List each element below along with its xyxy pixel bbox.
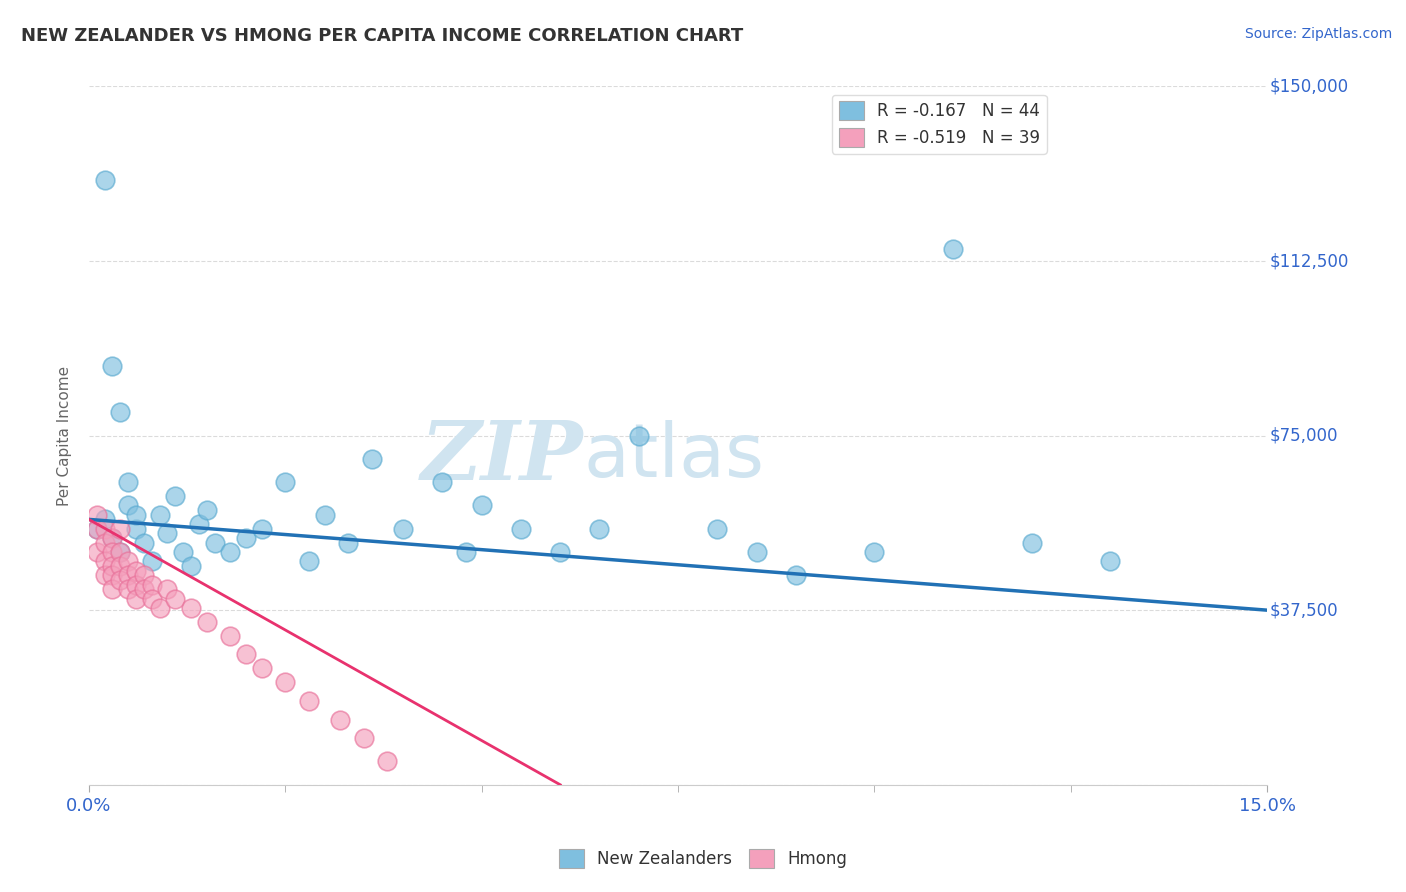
- Point: [93, 512, 115, 526]
- Point: [125, 591, 148, 606]
- Point: [1021, 535, 1043, 549]
- Point: [148, 508, 170, 522]
- Point: [132, 535, 155, 549]
- Point: [706, 522, 728, 536]
- Point: [219, 545, 242, 559]
- Point: [125, 522, 148, 536]
- Point: [156, 526, 179, 541]
- Text: ZIP: ZIP: [422, 417, 583, 497]
- Point: [110, 573, 132, 587]
- Point: [86, 522, 108, 536]
- Point: [235, 648, 257, 662]
- Point: [250, 522, 273, 536]
- Text: $112,500: $112,500: [1270, 252, 1348, 270]
- Point: [93, 554, 115, 568]
- Point: [274, 475, 297, 490]
- Point: [337, 535, 360, 549]
- Point: [353, 731, 375, 746]
- Legend: New Zealanders, Hmong: New Zealanders, Hmong: [553, 843, 853, 875]
- Point: [101, 359, 124, 373]
- Text: Source: ZipAtlas.com: Source: ZipAtlas.com: [1244, 27, 1392, 41]
- Point: [141, 591, 163, 606]
- Point: [86, 545, 108, 559]
- Point: [93, 535, 115, 549]
- Point: [132, 568, 155, 582]
- Point: [180, 558, 202, 573]
- Point: [125, 577, 148, 591]
- Point: [165, 591, 187, 606]
- Point: [93, 568, 115, 582]
- Point: [314, 508, 336, 522]
- Point: [110, 522, 132, 536]
- Point: [588, 522, 610, 536]
- Point: [132, 582, 155, 597]
- Point: [101, 582, 124, 597]
- Point: [101, 531, 124, 545]
- Point: [454, 545, 477, 559]
- Point: [392, 522, 415, 536]
- Point: [93, 522, 115, 536]
- Point: [235, 531, 257, 545]
- Point: [548, 545, 571, 559]
- Point: [148, 600, 170, 615]
- Point: [471, 499, 494, 513]
- Text: $75,000: $75,000: [1270, 426, 1339, 444]
- Point: [180, 600, 202, 615]
- Point: [141, 577, 163, 591]
- Point: [274, 675, 297, 690]
- Point: [141, 554, 163, 568]
- Point: [101, 568, 124, 582]
- Text: NEW ZEALANDER VS HMONG PER CAPITA INCOME CORRELATION CHART: NEW ZEALANDER VS HMONG PER CAPITA INCOME…: [21, 27, 744, 45]
- Point: [219, 629, 242, 643]
- Point: [627, 428, 650, 442]
- Point: [432, 475, 454, 490]
- Point: [110, 558, 132, 573]
- Point: [86, 508, 108, 522]
- Point: [942, 243, 965, 257]
- Point: [510, 522, 533, 536]
- Point: [1099, 554, 1122, 568]
- Point: [329, 713, 352, 727]
- Point: [110, 405, 132, 419]
- Point: [195, 615, 218, 629]
- Point: [125, 564, 148, 578]
- Y-axis label: Per Capita Income: Per Capita Income: [58, 366, 72, 506]
- Point: [298, 554, 321, 568]
- Point: [93, 172, 115, 186]
- Text: $37,500: $37,500: [1270, 601, 1339, 619]
- Point: [110, 545, 132, 559]
- Point: [101, 545, 124, 559]
- Point: [165, 489, 187, 503]
- Text: atlas: atlas: [583, 420, 765, 493]
- Point: [117, 499, 139, 513]
- Point: [204, 535, 226, 549]
- Point: [195, 503, 218, 517]
- Point: [172, 545, 194, 559]
- Point: [377, 755, 399, 769]
- Point: [101, 531, 124, 545]
- Point: [745, 545, 768, 559]
- Point: [101, 558, 124, 573]
- Point: [117, 475, 139, 490]
- Point: [117, 568, 139, 582]
- Text: $150,000: $150,000: [1270, 78, 1348, 95]
- Point: [117, 582, 139, 597]
- Point: [360, 451, 382, 466]
- Point: [117, 554, 139, 568]
- Point: [110, 545, 132, 559]
- Point: [86, 522, 108, 536]
- Point: [863, 545, 886, 559]
- Legend: R = -0.167   N = 44, R = -0.519   N = 39: R = -0.167 N = 44, R = -0.519 N = 39: [832, 95, 1047, 153]
- Point: [250, 661, 273, 675]
- Point: [187, 517, 209, 532]
- Point: [785, 568, 807, 582]
- Point: [156, 582, 179, 597]
- Point: [125, 508, 148, 522]
- Point: [298, 694, 321, 708]
